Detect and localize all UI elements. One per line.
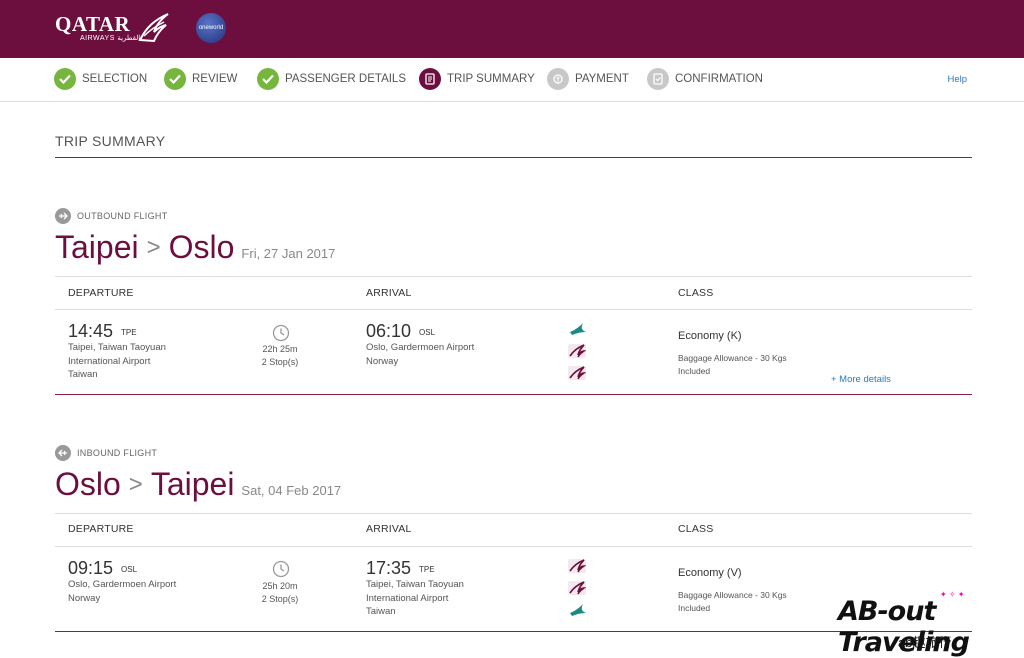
duration: 22h 25m 2 Stop(s) [261, 344, 299, 367]
class-name: Economy (K) [678, 330, 742, 342]
clock-icon [272, 324, 290, 342]
brand-logo-subtext: AIRWAYS القطرية [80, 35, 141, 42]
arrival-time: 06:10 OSL [366, 321, 436, 341]
arrival-code: OSL [419, 328, 436, 337]
arrival-time: 17:35 TPE [366, 558, 435, 578]
baggage-allowance: Baggage Allowance - 30 Kgs Included [678, 590, 787, 613]
help-link[interactable]: Help [947, 74, 967, 85]
departure-header: DEPARTURE [68, 287, 134, 299]
oneworld-logo: oneworld [196, 13, 226, 43]
arrival-airport: Taipei, Taiwan Taoyuan International Airp… [366, 579, 464, 617]
route-to: Oslo [168, 229, 235, 265]
check-icon [54, 68, 76, 90]
class-header: CLASS [678, 287, 714, 299]
step-review[interactable]: REVIEW [164, 68, 237, 90]
route-from: Taipei [55, 229, 139, 265]
section-divider [55, 394, 972, 395]
section-divider [55, 631, 972, 632]
arrival-header: ARRIVAL [366, 523, 412, 535]
top-bar: QATAR AIRWAYS القطرية oneworld [0, 0, 1024, 58]
trip-summary-icon [419, 68, 441, 90]
route-date: Sat, 04 Feb 2017 [241, 483, 342, 498]
inbound-label: INBOUND FLIGHT [55, 445, 157, 461]
divider [55, 546, 972, 547]
brand-logo-text: QATAR [55, 12, 131, 36]
departure-time: 14:45 TPE [68, 321, 137, 341]
divider [55, 513, 972, 514]
departure-airport: Oslo, Gardermoen Airport Norway [68, 579, 177, 604]
outbound-route: Taipei > Oslo Fri, 27 Jan 2017 [55, 229, 335, 266]
departure-code: OSL [121, 565, 138, 574]
progress-steps: SELECTION REVIEW PASSENGER DETAILS TRIP … [0, 58, 1024, 102]
route-from: Oslo [55, 466, 121, 502]
arrival-airport: Oslo, Gardermoen Airport Norway [366, 342, 475, 367]
outbound-label: OUTBOUND FLIGHT [55, 208, 168, 224]
more-details-link[interactable]: + More details [831, 374, 891, 385]
step-label: SELECTION [82, 73, 148, 85]
arrival-code: TPE [419, 565, 435, 574]
departure-header: DEPARTURE [68, 523, 134, 535]
departure-time: 09:15 OSL [68, 558, 138, 578]
chevron-right-icon: > [146, 234, 161, 261]
chevron-right-icon: > [128, 471, 143, 498]
watermark-subtitle: ab趣旅行 [898, 635, 952, 650]
duration: 25h 20m 2 Stop(s) [261, 581, 299, 604]
qatar-airways-logo-icon [568, 559, 586, 573]
sparkle-icon: ✦ ✧ ✦ [940, 590, 965, 599]
route-to: Taipei [150, 466, 235, 502]
title-divider [55, 157, 972, 158]
oryx-logo-icon [138, 13, 169, 43]
class-header: CLASS [678, 523, 714, 535]
plane-icon [55, 208, 71, 224]
baggage-allowance: Baggage Allowance - 30 Kgs Included [678, 353, 787, 376]
step-selection[interactable]: SELECTION [54, 68, 147, 90]
payment-icon [547, 68, 569, 90]
outbound-label-text: OUTBOUND FLIGHT [77, 211, 168, 221]
cathay-pacific-logo-icon [570, 604, 586, 616]
class-name: Economy (V) [678, 567, 742, 579]
step-label: PAYMENT [575, 73, 629, 85]
departure-airport: Taipei, Taiwan Taoyuan International Airp… [68, 342, 166, 380]
page-title: TRIP SUMMARY [55, 133, 166, 149]
step-label: TRIP SUMMARY [447, 73, 535, 85]
arrival-header: ARRIVAL [366, 287, 412, 299]
route-date: Fri, 27 Jan 2017 [241, 246, 336, 261]
step-payment: PAYMENT [547, 68, 629, 90]
check-icon [164, 68, 186, 90]
step-label: PASSENGER DETAILS [285, 73, 406, 85]
step-confirmation: CONFIRMATION [647, 68, 763, 90]
divider [55, 309, 972, 310]
confirmation-icon [647, 68, 669, 90]
step-passenger-details[interactable]: PASSENGER DETAILS [257, 68, 406, 90]
inbound-label-text: INBOUND FLIGHT [77, 448, 158, 458]
clock-icon [272, 560, 290, 578]
plane-icon [55, 445, 71, 461]
divider [55, 276, 972, 277]
step-label: REVIEW [192, 73, 238, 85]
step-trip-summary: TRIP SUMMARY [419, 68, 535, 90]
check-icon [257, 68, 279, 90]
departure-code: TPE [121, 328, 137, 337]
inbound-route: Oslo > Taipei Sat, 04 Feb 2017 [55, 466, 341, 503]
qatar-airways-logo-icon [568, 344, 586, 358]
step-label: CONFIRMATION [675, 73, 763, 85]
qatar-airways-logo-icon [568, 366, 586, 380]
cathay-pacific-logo-icon [570, 323, 586, 335]
qatar-airways-logo-icon [568, 581, 586, 595]
